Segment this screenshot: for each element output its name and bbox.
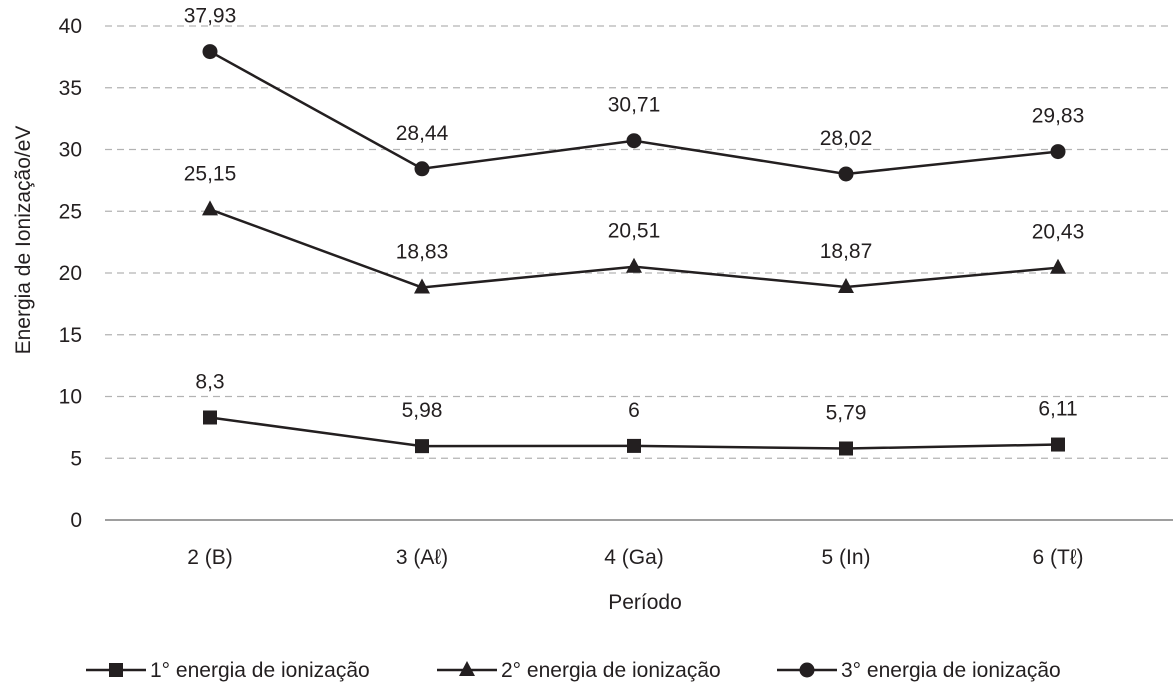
axes: 0 5 10 15 20 25 30 35 40 2 (B) 3 (Aℓ) 4 (Ga) 5 (In) 6…: [59, 15, 1173, 569]
data-labels: 8,3 5,98 6 5,79 6,11 25,15 18,83 20,51 18,87 20,4…: [184, 5, 1085, 425]
data-point-triangle: [838, 277, 854, 293]
data-point-circle: [626, 133, 642, 149]
data-point-triangle: [414, 278, 430, 294]
data-point-circle: [414, 161, 430, 177]
data-label: 30,71: [608, 94, 661, 117]
x-tick-label: 6 (Tℓ): [1032, 546, 1083, 569]
legend-label: 2° energia de ionização: [501, 659, 721, 682]
legend: 1° energia de ionização 2° energia de ion…: [86, 659, 1061, 682]
data-label: 28,02: [820, 127, 873, 150]
legend-marker-square: [109, 663, 123, 677]
data-point-circle: [838, 166, 854, 182]
data-point-circle: [202, 44, 218, 60]
y-tick-label: 15: [59, 324, 82, 347]
data-point-square: [839, 441, 853, 456]
y-tick-label: 10: [59, 386, 82, 409]
x-tick-label: 4 (Ga): [604, 546, 664, 569]
data-label: 20,43: [1032, 221, 1085, 244]
x-tick-label: 3 (Aℓ): [396, 546, 448, 569]
y-tick-label: 25: [59, 200, 82, 223]
y-tick-label: 0: [70, 509, 82, 532]
data-label: 18,87: [820, 240, 873, 263]
y-tick-label: 30: [59, 139, 82, 162]
data-point-triangle: [1050, 258, 1066, 274]
data-series: [202, 44, 1066, 456]
data-label: 28,44: [396, 122, 449, 145]
data-point-circle: [1050, 144, 1066, 160]
legend-marker-circle: [799, 662, 815, 678]
data-point-square: [415, 439, 429, 454]
legend-label: 3° energia de ionização: [841, 659, 1061, 682]
data-label: 6: [628, 399, 640, 422]
data-label: 25,15: [184, 162, 237, 185]
y-axis-title: Energia de Ionização/eV: [12, 126, 35, 355]
data-label: 20,51: [608, 220, 661, 243]
data-label: 6,11: [1038, 398, 1077, 421]
y-tick-label: 5: [70, 447, 82, 470]
legend-item-1: 1° energia de ionização: [86, 659, 370, 682]
data-label: 5,98: [402, 399, 443, 422]
data-point-square: [203, 410, 217, 425]
data-point-triangle: [202, 200, 218, 216]
data-label: 37,93: [184, 5, 237, 28]
x-axis-title: Período: [608, 591, 682, 614]
x-tick-label: 5 (In): [821, 546, 870, 569]
x-tick-label: 2 (B): [187, 546, 233, 569]
data-label: 8,3: [195, 370, 224, 393]
data-label: 29,83: [1032, 105, 1085, 128]
legend-item-3: 3° energia de ionização: [777, 659, 1061, 682]
y-tick-label: 40: [59, 15, 82, 38]
legend-marker-triangle: [459, 661, 475, 676]
legend-item-2: 2° energia de ionização: [437, 659, 721, 682]
data-label: 5,79: [826, 401, 867, 424]
y-tick-label: 35: [59, 77, 82, 100]
data-point-square: [627, 438, 641, 453]
data-point-triangle: [626, 257, 642, 273]
data-point-square: [1051, 437, 1065, 452]
data-label: 18,83: [396, 240, 449, 263]
legend-label: 1° energia de ionização: [150, 659, 370, 682]
y-tick-label: 20: [59, 262, 82, 285]
